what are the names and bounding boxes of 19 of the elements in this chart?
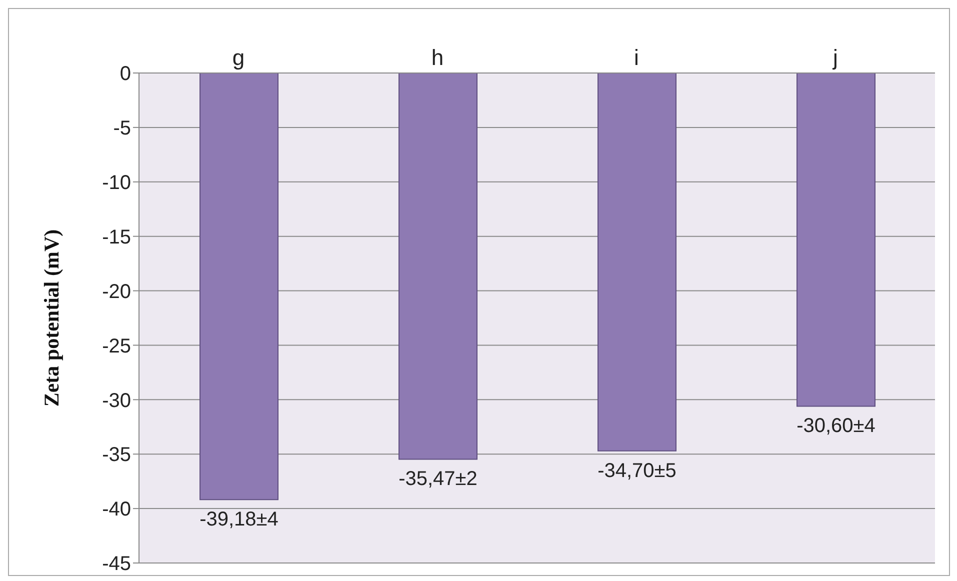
data-label: -34,70±5	[598, 460, 676, 482]
y-tick-label: -30	[102, 390, 131, 412]
y-axis-title: Zeta potential (mV)	[39, 229, 64, 407]
data-label: -35,47±2	[398, 468, 478, 490]
x-tick-label: h	[431, 45, 444, 70]
x-tick-label: i	[634, 45, 639, 70]
y-tick-label: -25	[102, 335, 131, 358]
data-label: -30,60±4	[796, 415, 876, 438]
y-tick-label: 0	[120, 63, 131, 86]
y-tick-label: -40	[102, 498, 131, 521]
y-tick-label: -5	[113, 118, 131, 140]
y-tick-label: -20	[102, 280, 131, 303]
x-tick-label: j	[832, 45, 838, 70]
y-tick-label: -10	[102, 172, 131, 194]
y-tick-label: -45	[102, 553, 131, 576]
y-tick-label: -15	[102, 226, 131, 248]
y-tick-label: -35	[102, 444, 131, 466]
x-tick-label: g	[232, 45, 245, 70]
data-label: -39,18±4	[200, 508, 278, 531]
